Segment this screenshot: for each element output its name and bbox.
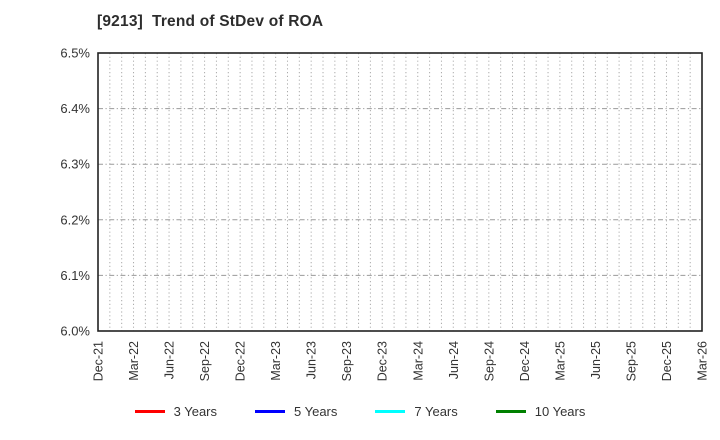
x-tick-label: Sep-25 [624, 341, 638, 381]
x-tick-label: Sep-24 [482, 341, 496, 381]
y-tick-label: 6.3% [60, 157, 90, 172]
legend-swatch [495, 410, 526, 413]
plot-border [97, 52, 703, 332]
legend-label: 3 Years [173, 404, 217, 419]
y-tick-label: 6.1% [60, 268, 90, 283]
x-tick-label: Jun-22 [163, 341, 177, 379]
legend-swatch [255, 410, 285, 413]
y-tick-label: 6.5% [60, 46, 90, 61]
y-tick-label: 6.4% [60, 101, 90, 116]
x-tick-label: Dec-23 [376, 341, 390, 381]
x-tick-label: Dec-24 [518, 341, 532, 381]
x-tick-label: Mar-23 [269, 341, 283, 381]
legend-label: 5 Years [294, 404, 338, 419]
legend-label: 10 Years [534, 404, 586, 419]
x-tick-label: Jun-24 [447, 341, 461, 379]
legend-item-3-years: 3 Years [134, 404, 217, 419]
x-tick-label: Jun-25 [589, 341, 603, 379]
x-tick-label: Dec-22 [234, 341, 248, 381]
x-tick-label: Mar-26 [696, 341, 710, 381]
legend-item-10-years: 10 Years [495, 404, 586, 419]
legend-item-7-years: 7 Years [375, 404, 458, 419]
x-tick-label: Mar-25 [553, 341, 567, 381]
x-tick-label: Dec-21 [92, 341, 106, 381]
legend-item-5-years: 5 Years [255, 404, 337, 419]
legend-label: 7 Years [414, 404, 458, 419]
x-tick-label: Mar-22 [127, 341, 141, 381]
legend-swatch [375, 410, 406, 413]
x-tick-label: Sep-22 [198, 341, 212, 381]
x-tick-label: Sep-23 [340, 341, 354, 381]
legend-swatch [134, 410, 165, 413]
y-tick-label: 6.2% [60, 212, 90, 227]
legend: 3 Years 5 Years 7 Years 10 Years [0, 404, 720, 419]
x-tick-label: Mar-24 [411, 341, 425, 381]
x-tick-label: Dec-25 [660, 341, 674, 381]
y-tick-label: 6.0% [60, 324, 90, 339]
x-tick-label: Jun-23 [305, 341, 319, 379]
chart-title: [9213] Trend of StDev of ROA [97, 13, 324, 30]
